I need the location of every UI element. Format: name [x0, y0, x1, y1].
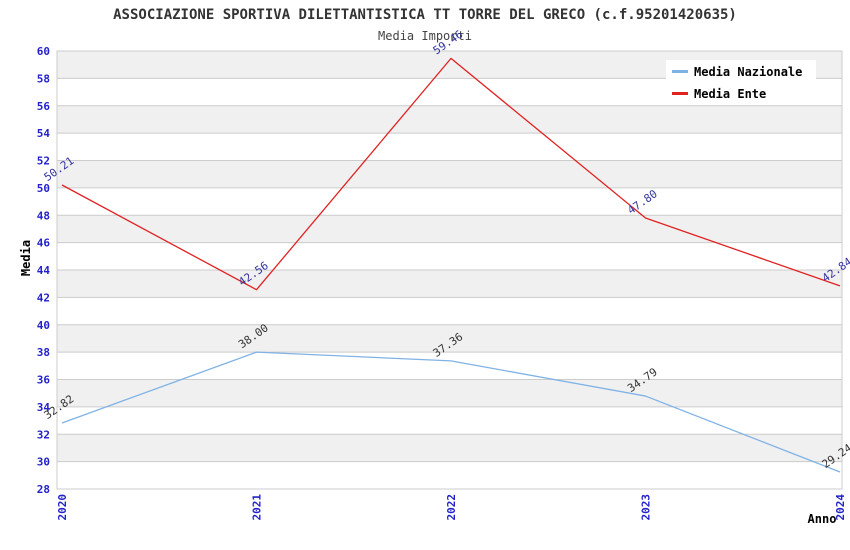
grid-band	[57, 406, 842, 435]
grid-band	[57, 324, 842, 353]
series-line-media-nazionale	[61, 351, 841, 473]
y-tick-label: 30	[37, 456, 50, 469]
y-tick-label: 38	[37, 346, 50, 359]
legend-item-media-nazionale: Media Nazionale	[672, 65, 802, 79]
y-tick-label: 46	[37, 237, 51, 250]
y-tick-label: 32	[37, 428, 50, 441]
grid-band	[57, 160, 842, 188]
legend-label-media-ente: Media Ente	[694, 87, 766, 101]
x-tick-label: 2024	[834, 494, 847, 521]
y-tick-label: 52	[37, 155, 50, 168]
grid-band	[57, 352, 842, 380]
grid-band	[57, 270, 842, 298]
x-axis-title: Anno	[808, 512, 837, 526]
y-tick-label: 60	[37, 45, 50, 58]
grid-band	[57, 379, 842, 407]
y-tick-label: 48	[37, 209, 50, 222]
x-tick-label: 2023	[640, 494, 653, 521]
y-tick-label: 36	[37, 374, 51, 387]
y-axis-title: Media	[19, 240, 33, 276]
y-tick-label: 56	[37, 100, 51, 113]
grid-band	[57, 187, 842, 216]
legend-bg-row2	[666, 81, 774, 103]
grid-band	[57, 297, 842, 325]
grid-band	[57, 434, 842, 462]
y-tick-label: 54	[37, 127, 51, 140]
y-tick-label: 34	[37, 401, 51, 414]
grid-band	[57, 105, 842, 134]
grid-band	[57, 215, 842, 243]
y-tick-label: 44	[37, 264, 51, 277]
legend-label-media-nazionale: Media Nazionale	[694, 65, 802, 79]
x-tick-label: 2020	[56, 494, 69, 521]
y-tick-label: 28	[37, 483, 50, 496]
chart-title: ASSOCIAZIONE SPORTIVA DILETTANTISTICA TT…	[113, 7, 737, 23]
plot-border	[56, 50, 843, 490]
plot-grid-layer: 28 30 32 34 36 38 40 42 44 46 48 50 52 54 56 58 60 2020 20…	[37, 45, 847, 521]
legend-bg-row1	[666, 60, 816, 81]
series-line-media-ente	[61, 57, 841, 291]
x-tick-label: 2022	[445, 494, 458, 521]
y-tick-label: 58	[37, 72, 50, 85]
chart-subtitle: Media Importi	[378, 29, 472, 43]
grid-band	[57, 461, 842, 489]
y-tick-label: 40	[37, 319, 50, 332]
grid-band	[57, 242, 842, 270]
grid-band	[57, 133, 842, 161]
y-tick-label: 50	[37, 182, 50, 195]
x-tick-label: 2021	[251, 494, 264, 521]
y-tick-label: 42	[37, 291, 50, 304]
legend: Media Nazionale Media Ente	[666, 60, 816, 103]
legend-item-media-ente: Media Ente	[672, 87, 766, 101]
